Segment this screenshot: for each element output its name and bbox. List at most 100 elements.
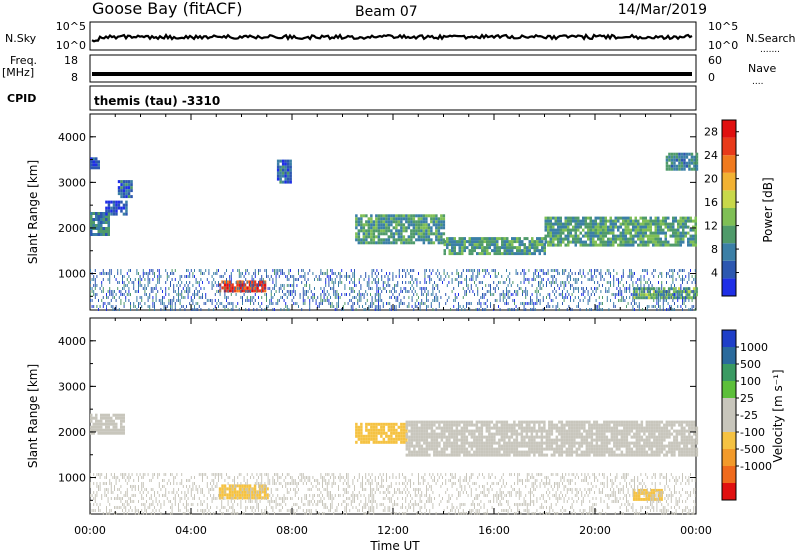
cell bbox=[276, 159, 280, 163]
cell bbox=[488, 243, 491, 247]
cell bbox=[570, 275, 571, 278]
cell bbox=[621, 275, 623, 278]
cell bbox=[402, 290, 403, 293]
cell bbox=[549, 237, 552, 241]
cell bbox=[344, 302, 346, 305]
cell bbox=[560, 281, 562, 284]
cell bbox=[423, 447, 426, 451]
cell bbox=[547, 305, 549, 308]
cell bbox=[242, 272, 243, 275]
cell bbox=[567, 222, 570, 226]
cell bbox=[637, 296, 641, 300]
cell bbox=[117, 206, 121, 210]
cell bbox=[400, 440, 403, 444]
cell bbox=[682, 275, 683, 278]
cell bbox=[458, 246, 461, 250]
cell bbox=[498, 252, 501, 256]
cell bbox=[533, 275, 535, 278]
cell bbox=[488, 432, 491, 436]
cell bbox=[480, 420, 484, 424]
cell bbox=[518, 450, 521, 454]
cell bbox=[432, 241, 436, 245]
cell bbox=[370, 434, 373, 438]
cell bbox=[117, 416, 120, 420]
cell bbox=[498, 429, 501, 433]
cell bbox=[477, 302, 479, 305]
cell bbox=[371, 299, 373, 302]
cell bbox=[579, 225, 582, 229]
cell bbox=[219, 287, 221, 290]
cell bbox=[673, 420, 676, 424]
cell bbox=[418, 296, 419, 299]
cell bbox=[372, 437, 376, 441]
cell bbox=[397, 235, 401, 239]
cell bbox=[653, 435, 656, 439]
cell bbox=[372, 220, 376, 224]
cell bbox=[138, 287, 139, 290]
cell bbox=[475, 275, 477, 278]
cell bbox=[400, 214, 403, 218]
cell bbox=[580, 450, 584, 454]
cell bbox=[564, 234, 567, 238]
cell bbox=[669, 225, 672, 229]
cell bbox=[585, 432, 589, 436]
cell bbox=[440, 275, 442, 278]
cell bbox=[516, 252, 519, 256]
cell bbox=[139, 278, 141, 281]
cell bbox=[387, 440, 391, 444]
cell bbox=[400, 232, 403, 236]
cell bbox=[495, 453, 499, 457]
cell bbox=[618, 278, 619, 281]
cell bbox=[112, 428, 115, 432]
cell bbox=[120, 195, 123, 199]
cell bbox=[543, 447, 546, 451]
cell bbox=[608, 447, 611, 451]
cell bbox=[476, 246, 479, 250]
cell bbox=[408, 302, 410, 305]
cell bbox=[424, 278, 426, 281]
cell bbox=[241, 493, 244, 497]
cell bbox=[372, 440, 376, 444]
cell bbox=[100, 215, 103, 218]
cell bbox=[445, 453, 449, 457]
cell bbox=[450, 450, 454, 454]
cell bbox=[520, 435, 524, 439]
cell bbox=[455, 435, 459, 439]
cell bbox=[538, 444, 541, 448]
cell bbox=[478, 281, 480, 284]
cell bbox=[662, 296, 666, 300]
cell bbox=[577, 219, 580, 223]
cell bbox=[264, 293, 266, 296]
cell bbox=[105, 428, 108, 432]
cell bbox=[677, 299, 679, 302]
cell bbox=[473, 429, 476, 433]
cell bbox=[420, 226, 423, 230]
cell bbox=[279, 168, 282, 172]
cell bbox=[667, 287, 671, 291]
cell bbox=[309, 308, 311, 311]
cell bbox=[670, 164, 674, 168]
cell bbox=[360, 425, 363, 429]
cell bbox=[414, 305, 416, 308]
cell bbox=[565, 432, 569, 436]
cell bbox=[689, 243, 692, 247]
cell bbox=[437, 269, 439, 272]
cell bbox=[605, 287, 607, 290]
cell bbox=[266, 269, 267, 272]
cell bbox=[200, 278, 202, 281]
cell bbox=[387, 235, 391, 239]
cell bbox=[228, 280, 232, 284]
cell bbox=[450, 441, 454, 445]
cell bbox=[395, 284, 397, 287]
cell bbox=[155, 293, 157, 296]
cell bbox=[602, 225, 605, 229]
cell bbox=[243, 283, 247, 287]
cell bbox=[150, 290, 152, 293]
cell bbox=[685, 447, 689, 451]
cell bbox=[425, 238, 428, 242]
cell bbox=[675, 447, 679, 451]
cell bbox=[521, 240, 524, 244]
cell bbox=[438, 302, 440, 305]
cell bbox=[516, 249, 519, 253]
cell bbox=[619, 299, 621, 302]
